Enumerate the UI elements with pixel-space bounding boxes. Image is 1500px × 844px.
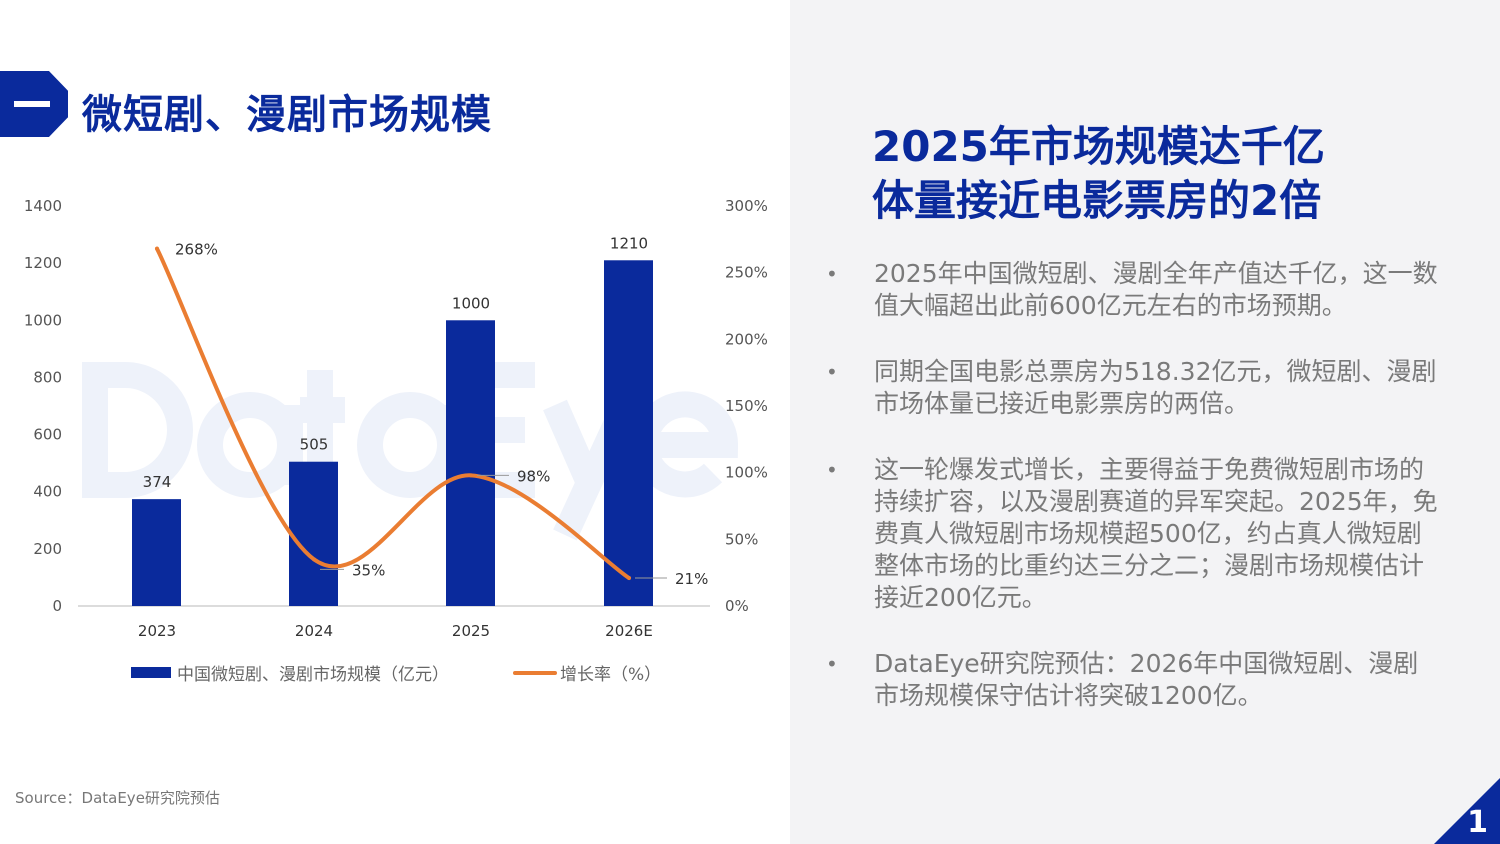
bullet-icon: • <box>826 262 838 286</box>
growth-label: 268% <box>175 241 218 259</box>
bullet-item: • 这一轮爆发式增长，主要得益于免费微短剧市场的持续扩容，以及漫剧赛道的异军突起。… <box>822 454 1442 614</box>
legend-bar-label: 中国微短剧、漫剧市场规模（亿元） <box>177 665 449 685</box>
y-left-tick: 600 <box>33 426 62 444</box>
y-left-tick: 1200 <box>24 254 62 272</box>
y-left-tick: 1400 <box>24 197 62 215</box>
headline: 2025年市场规模达千亿 体量接近电影票房的2倍 <box>872 120 1325 228</box>
legend-line: 增长率（%） <box>513 660 661 685</box>
x-tick: 2026E <box>605 622 653 640</box>
y-right-tick: 300% <box>725 197 768 215</box>
growth-point <box>155 246 159 251</box>
bullet-list: • 2025年中国微短剧、漫剧全年产值达千亿，这一数值大幅超出此前600亿元左右的… <box>822 258 1442 746</box>
y-right-tick: 50% <box>725 530 758 548</box>
page-number: 1 <box>1467 805 1488 840</box>
bullet-text: 同期全国电影总票房为518.32亿元，微短剧、漫剧市场体量已接近电影票房的两倍。 <box>874 357 1437 418</box>
headline-line-1: 2025年市场规模达千亿 <box>872 122 1325 171</box>
summary-panel <box>790 0 1500 844</box>
growth-label: 98% <box>517 467 550 485</box>
bar-label: 1000 <box>452 294 490 312</box>
bullet-icon: • <box>826 360 838 384</box>
growth-label: 35% <box>352 561 385 579</box>
section-badge <box>0 71 68 137</box>
bar-label: 1210 <box>610 234 648 252</box>
bullet-text: DataEye研究院预估：2026年中国微短剧、漫剧市场规模保守估计将突破120… <box>874 649 1419 710</box>
bullet-text: 2025年中国微短剧、漫剧全年产值达千亿，这一数值大幅超出此前600亿元左右的市… <box>874 259 1438 320</box>
growth-label: 21% <box>675 570 708 588</box>
bar <box>446 320 495 606</box>
dash-icon <box>14 101 50 107</box>
y-right-tick: 200% <box>725 330 768 348</box>
section-title: 微短剧、漫剧市场规模 <box>82 92 492 138</box>
y-left-tick: 1000 <box>24 311 62 329</box>
chart: 0 200 400 600 800 1000 1200 1400 0% 50% 100% 150% 20… <box>24 197 768 640</box>
bar-label: 505 <box>300 436 329 454</box>
legend-bar-swatch <box>131 667 171 678</box>
bullet-icon: • <box>826 652 838 676</box>
y-left-tick: 400 <box>33 483 62 501</box>
y-right-tick: 100% <box>725 464 768 482</box>
y-left-tick: 800 <box>33 368 62 386</box>
bullet-icon: • <box>826 458 838 482</box>
x-tick: 2025 <box>452 622 490 640</box>
legend-bar: 中国微短剧、漫剧市场规模（亿元） <box>131 660 449 685</box>
bullet-item: • 同期全国电影总票房为518.32亿元，微短剧、漫剧市场体量已接近电影票房的两倍… <box>822 356 1442 420</box>
source-note: Source：DataEye研究院预估 <box>15 789 220 807</box>
legend-line-swatch <box>513 670 557 675</box>
headline-line-2: 体量接近电影票房的2倍 <box>872 176 1322 225</box>
growth-line <box>155 246 631 580</box>
bar <box>132 499 181 606</box>
y-right-tick: 150% <box>725 397 768 415</box>
bar-label: 374 <box>143 473 172 491</box>
bar <box>289 461 338 606</box>
bullet-item: • 2025年中国微短剧、漫剧全年产值达千亿，这一数值大幅超出此前600亿元左右的… <box>822 258 1442 322</box>
bullet-item: • DataEye研究院预估：2026年中国微短剧、漫剧市场规模保守估计将突破12… <box>822 648 1442 712</box>
bar <box>604 260 653 606</box>
y-right-tick: 250% <box>725 264 768 282</box>
x-tick: 2023 <box>138 622 176 640</box>
y-left-tick: 0 <box>52 597 62 615</box>
bullet-text: 这一轮爆发式增长，主要得益于免费微短剧市场的持续扩容，以及漫剧赛道的异军突起。2… <box>874 455 1438 612</box>
y-right-tick: 0% <box>725 597 749 615</box>
legend-line-label: 增长率（%） <box>560 665 662 685</box>
x-tick: 2024 <box>295 622 333 640</box>
y-left-tick: 200 <box>33 540 62 558</box>
growth-point <box>469 473 473 478</box>
growth-point <box>312 557 316 562</box>
growth-point <box>627 576 631 580</box>
